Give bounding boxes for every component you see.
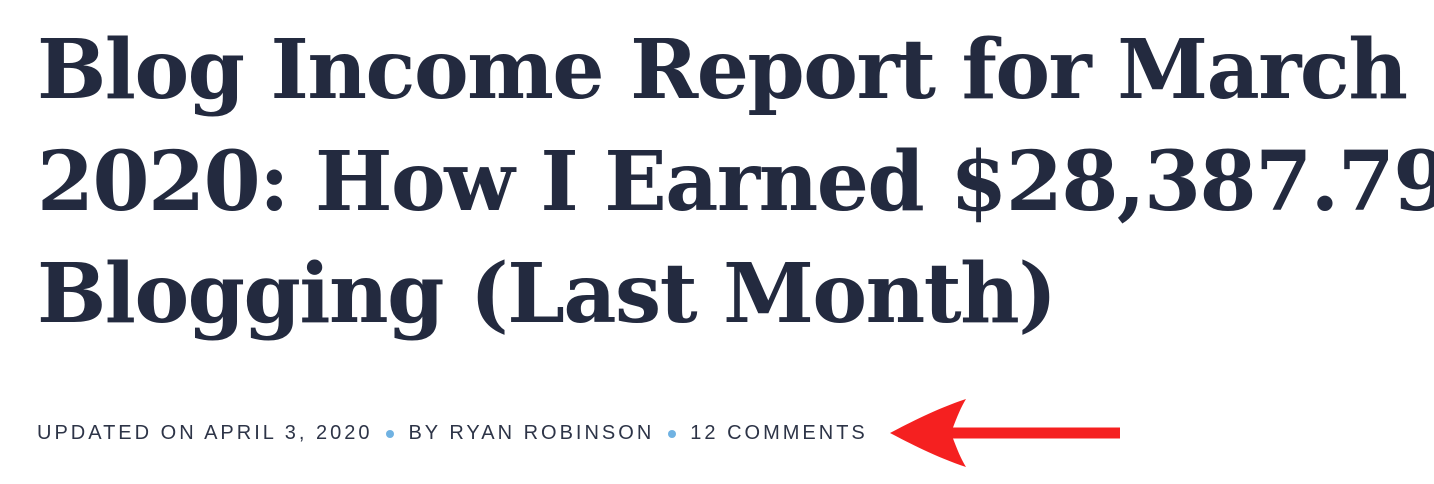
dot-separator-icon: [668, 430, 677, 438]
author-link[interactable]: BY RYAN ROBINSON: [408, 421, 655, 444]
post-meta: UPDATED ON APRIL 3, 2020 BY RYAN ROBINSO…: [37, 396, 1434, 470]
dot-separator-icon: [386, 430, 395, 438]
red-arrow-left-icon: [889, 399, 1120, 467]
page-title-line-1: Blog Income Report for March: [37, 22, 1408, 118]
page-title-line-2: 2020: How I Earned $28,387.79: [37, 134, 1434, 230]
comments-link[interactable]: 12 COMMENTS: [690, 421, 868, 444]
red-arrow-left-icon-shape: [889, 399, 1120, 467]
page-title: Blog Income Report for March 2020: How I…: [37, 14, 1434, 350]
page-title-line-3: Blogging (Last Month): [37, 246, 1057, 342]
updated-date: UPDATED ON APRIL 3, 2020: [37, 421, 373, 444]
